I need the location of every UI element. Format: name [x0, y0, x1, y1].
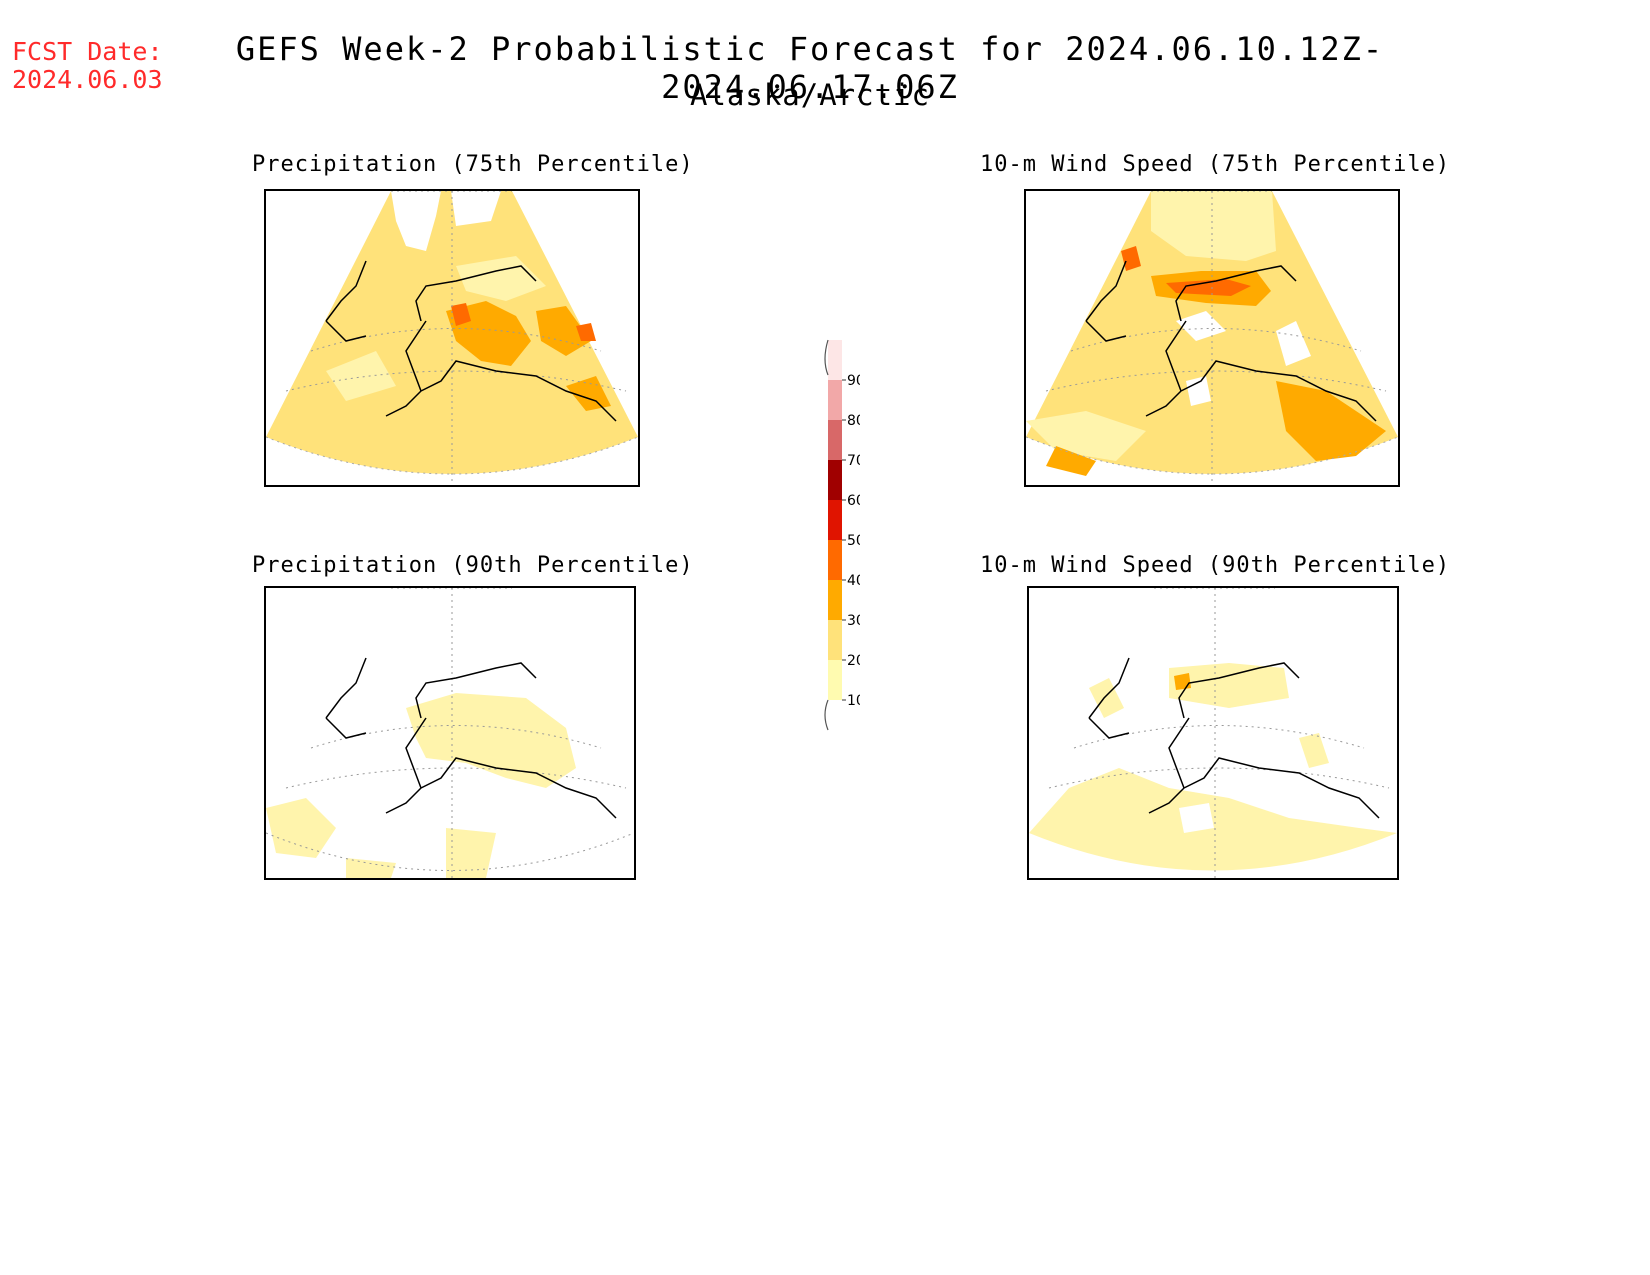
- color-scale-legend: 10 20 30 40 50 60 70 80 90: [800, 330, 865, 744]
- light-area: [1029, 768, 1397, 871]
- panel-title-precip-90: Precipitation (90th Percentile): [252, 553, 694, 578]
- colorbar-tick-label: 40: [847, 573, 860, 589]
- map-wind-90: [1029, 588, 1397, 878]
- orange-area: [1276, 381, 1386, 461]
- colorbar-tick-label: 60: [847, 493, 860, 509]
- map-precip-90: [266, 588, 634, 878]
- colorbar-swatch: [828, 420, 842, 460]
- panel-title-wind-90: 10-m Wind Speed (90th Percentile): [980, 553, 1451, 578]
- red-orange-area: [451, 303, 471, 326]
- orange-area: [566, 376, 611, 411]
- fcst-date-value: 2024.06.03: [12, 65, 163, 94]
- map-panel-wind-90: [1027, 586, 1399, 880]
- red-orange-area: [1121, 246, 1141, 271]
- coastline: [1085, 260, 1377, 422]
- light-area: [406, 693, 576, 788]
- coastline: [1088, 657, 1380, 819]
- white-gap: [1176, 311, 1226, 341]
- light-area: [446, 828, 496, 878]
- light-area: [1151, 191, 1276, 261]
- map-panel-precip-90: [264, 586, 636, 880]
- light-area: [456, 256, 546, 301]
- colorbar-tick-label: 70: [847, 453, 860, 469]
- orange-area: [1046, 446, 1096, 476]
- page-title: GEFS Week-2 Probabilistic Forecast for 2…: [235, 30, 1385, 106]
- red-orange-area: [576, 323, 596, 341]
- forecast-domain-fill: [266, 191, 638, 474]
- map-panel-precip-75: [264, 189, 640, 487]
- colorbar-swatch: [828, 460, 842, 500]
- light-area: [1299, 733, 1329, 768]
- colorbar-bottom-arrow: [824, 699, 829, 731]
- colorbar-swatch: [828, 580, 842, 620]
- orange-area: [1174, 673, 1191, 690]
- coastline: [325, 657, 617, 819]
- colorbar-tick-label: 90: [847, 373, 860, 389]
- light-area: [391, 191, 441, 251]
- colorbar-tick-label: 30: [847, 613, 860, 629]
- light-area: [346, 858, 396, 878]
- colorbar-swatch: [828, 380, 842, 420]
- graticule: [266, 588, 634, 878]
- white-gap: [1186, 376, 1211, 406]
- graticule: [1048, 588, 1390, 878]
- light-area: [266, 798, 336, 858]
- colorbar-swatch: [828, 540, 842, 580]
- map-panel-wind-75: [1024, 189, 1400, 487]
- panel-title-precip-75: Precipitation (75th Percentile): [252, 152, 694, 177]
- colorbar-top-arrow: [824, 339, 829, 376]
- panel-title-wind-75: 10-m Wind Speed (75th Percentile): [980, 152, 1451, 177]
- colorbar-tick-label: 10: [847, 693, 860, 709]
- colorbar-swatch: [828, 500, 842, 540]
- map-precip-75: [266, 191, 638, 485]
- colorbar-swatch: [828, 660, 842, 700]
- color-scale-svg: 10 20 30 40 50 60 70 80 90: [824, 339, 865, 731]
- white-gap: [1276, 321, 1311, 366]
- light-area: [1169, 663, 1289, 708]
- colorbar-tick-label: 80: [847, 413, 860, 429]
- region-subtitle: Alaska/Arctic: [690, 78, 930, 112]
- light-area: [326, 351, 396, 401]
- colorbar-tick-label: 50: [847, 533, 860, 549]
- map-wind-75: [1026, 191, 1398, 485]
- coastline: [325, 260, 617, 422]
- forecast-date-block: FCST Date: 2024.06.03: [12, 38, 163, 94]
- colorbar-tick-label: 20: [847, 653, 860, 669]
- white-gap: [1179, 803, 1214, 833]
- colorbar-swatch: [828, 340, 842, 380]
- light-area: [1089, 678, 1124, 718]
- red-orange-area: [1166, 279, 1251, 296]
- fcst-date-label: FCST Date:: [12, 37, 163, 66]
- colorbar-swatch: [828, 620, 842, 660]
- light-area: [451, 191, 501, 226]
- orange-area: [536, 306, 591, 356]
